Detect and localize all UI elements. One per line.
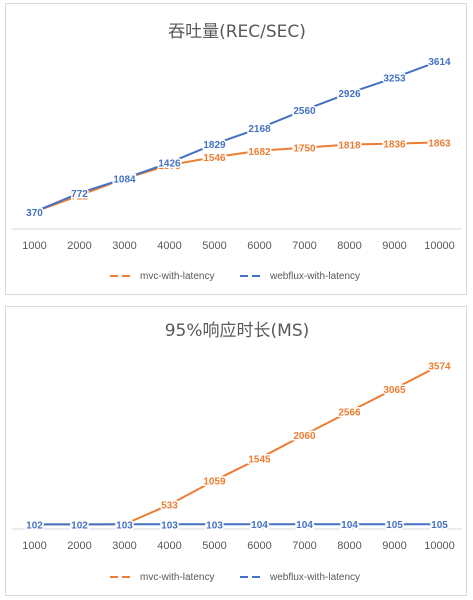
data-label: 3614 <box>428 57 451 68</box>
x-tick-label: 10000 <box>424 240 455 252</box>
data-label: 722 <box>71 191 88 202</box>
x-tick-label: 6000 <box>247 240 271 252</box>
data-label: 2560 <box>293 106 316 117</box>
data-label: 2168 <box>248 124 271 135</box>
data-label: 1836 <box>383 140 406 151</box>
data-label: 1084 <box>113 175 136 186</box>
data-label: 772 <box>71 189 88 200</box>
data-label: 104 <box>341 520 358 531</box>
data-label: 3253 <box>383 74 406 85</box>
x-tick-label: 3000 <box>112 240 136 252</box>
data-label: 1426 <box>158 159 181 170</box>
data-label: 1375 <box>158 161 181 172</box>
data-label: 1863 <box>428 138 451 149</box>
chart-title: 95%响应时长(MS) <box>165 321 310 341</box>
x-tick-label: 2000 <box>67 540 91 552</box>
legend-entry: webflux-with-latency <box>269 271 360 282</box>
data-label: 1682 <box>248 147 271 158</box>
data-label: 103 <box>116 520 133 531</box>
x-tick-label: 5000 <box>202 540 226 552</box>
throughput-chart-panel: 吞吐量(REC/SEC) 1000 2000 3000 4000 5000 6000 7000… <box>5 3 467 295</box>
series-line-webflux-with-latency <box>34 60 440 213</box>
data-label: 533 <box>161 501 178 512</box>
legend-entry: webflux-with-latency <box>269 572 360 583</box>
series-line-mvc-with-latency <box>34 141 440 213</box>
data-label: 1818 <box>338 140 361 151</box>
chart-title: 吞吐量(REC/SEC) <box>168 22 306 42</box>
x-tick-label: 5000 <box>202 240 226 252</box>
data-label: 2566 <box>338 408 361 419</box>
legend-entry: mvc-with-latency <box>140 572 214 583</box>
data-label: 102 <box>71 520 88 531</box>
data-label: 104 <box>296 520 313 531</box>
latency-chart: 95%响应时长(MS) 1000 2000 3000 4000 5000 6000 7000 8… <box>12 321 462 583</box>
data-label: 105 <box>431 520 448 531</box>
data-label: 1750 <box>293 144 316 155</box>
data-label: 3574 <box>428 361 451 372</box>
throughput-chart: 吞吐量(REC/SEC) 1000 2000 3000 4000 5000 6000 7000… <box>12 22 462 282</box>
data-label: 103 <box>161 520 178 531</box>
x-tick-label: 7000 <box>292 540 316 552</box>
data-label: 103 <box>116 520 133 531</box>
data-label: 370 <box>26 208 43 219</box>
legend-entry: mvc-with-latency <box>140 271 214 282</box>
x-tick-label: 7000 <box>292 240 316 252</box>
x-tick-label: 9000 <box>382 240 406 252</box>
data-label: 1084 <box>113 175 136 186</box>
x-tick-label: 8000 <box>337 540 361 552</box>
data-label: 2060 <box>293 431 316 442</box>
data-label: 102 <box>71 520 88 531</box>
x-tick-label: 4000 <box>157 540 181 552</box>
data-label: 1546 <box>203 153 226 164</box>
x-tick-label: 9000 <box>382 540 406 552</box>
data-label: 103 <box>206 520 223 531</box>
x-tick-label: 4000 <box>157 240 181 252</box>
data-label: 3065 <box>383 385 406 396</box>
data-label: 1059 <box>203 477 226 488</box>
data-label: 1545 <box>248 454 271 465</box>
data-label: 2926 <box>338 89 361 100</box>
x-tick-label: 1000 <box>22 540 46 552</box>
data-label: 104 <box>251 520 268 531</box>
data-label: 105 <box>386 520 403 531</box>
latency-chart-panel: 95%响应时长(MS) 1000 2000 3000 4000 5000 6000 7000 8… <box>5 306 467 596</box>
data-label: 370 <box>26 208 43 219</box>
x-tick-label: 8000 <box>337 240 361 252</box>
x-tick-label: 6000 <box>247 540 271 552</box>
x-tick-label: 10000 <box>424 540 455 552</box>
series-line-mvc-with-latency <box>34 364 440 526</box>
data-label: 1829 <box>203 140 226 151</box>
x-tick-label: 1000 <box>22 240 46 252</box>
data-label: 102 <box>26 520 43 531</box>
x-tick-label: 3000 <box>112 540 136 552</box>
data-label: 102 <box>26 520 43 531</box>
x-tick-label: 2000 <box>67 240 91 252</box>
